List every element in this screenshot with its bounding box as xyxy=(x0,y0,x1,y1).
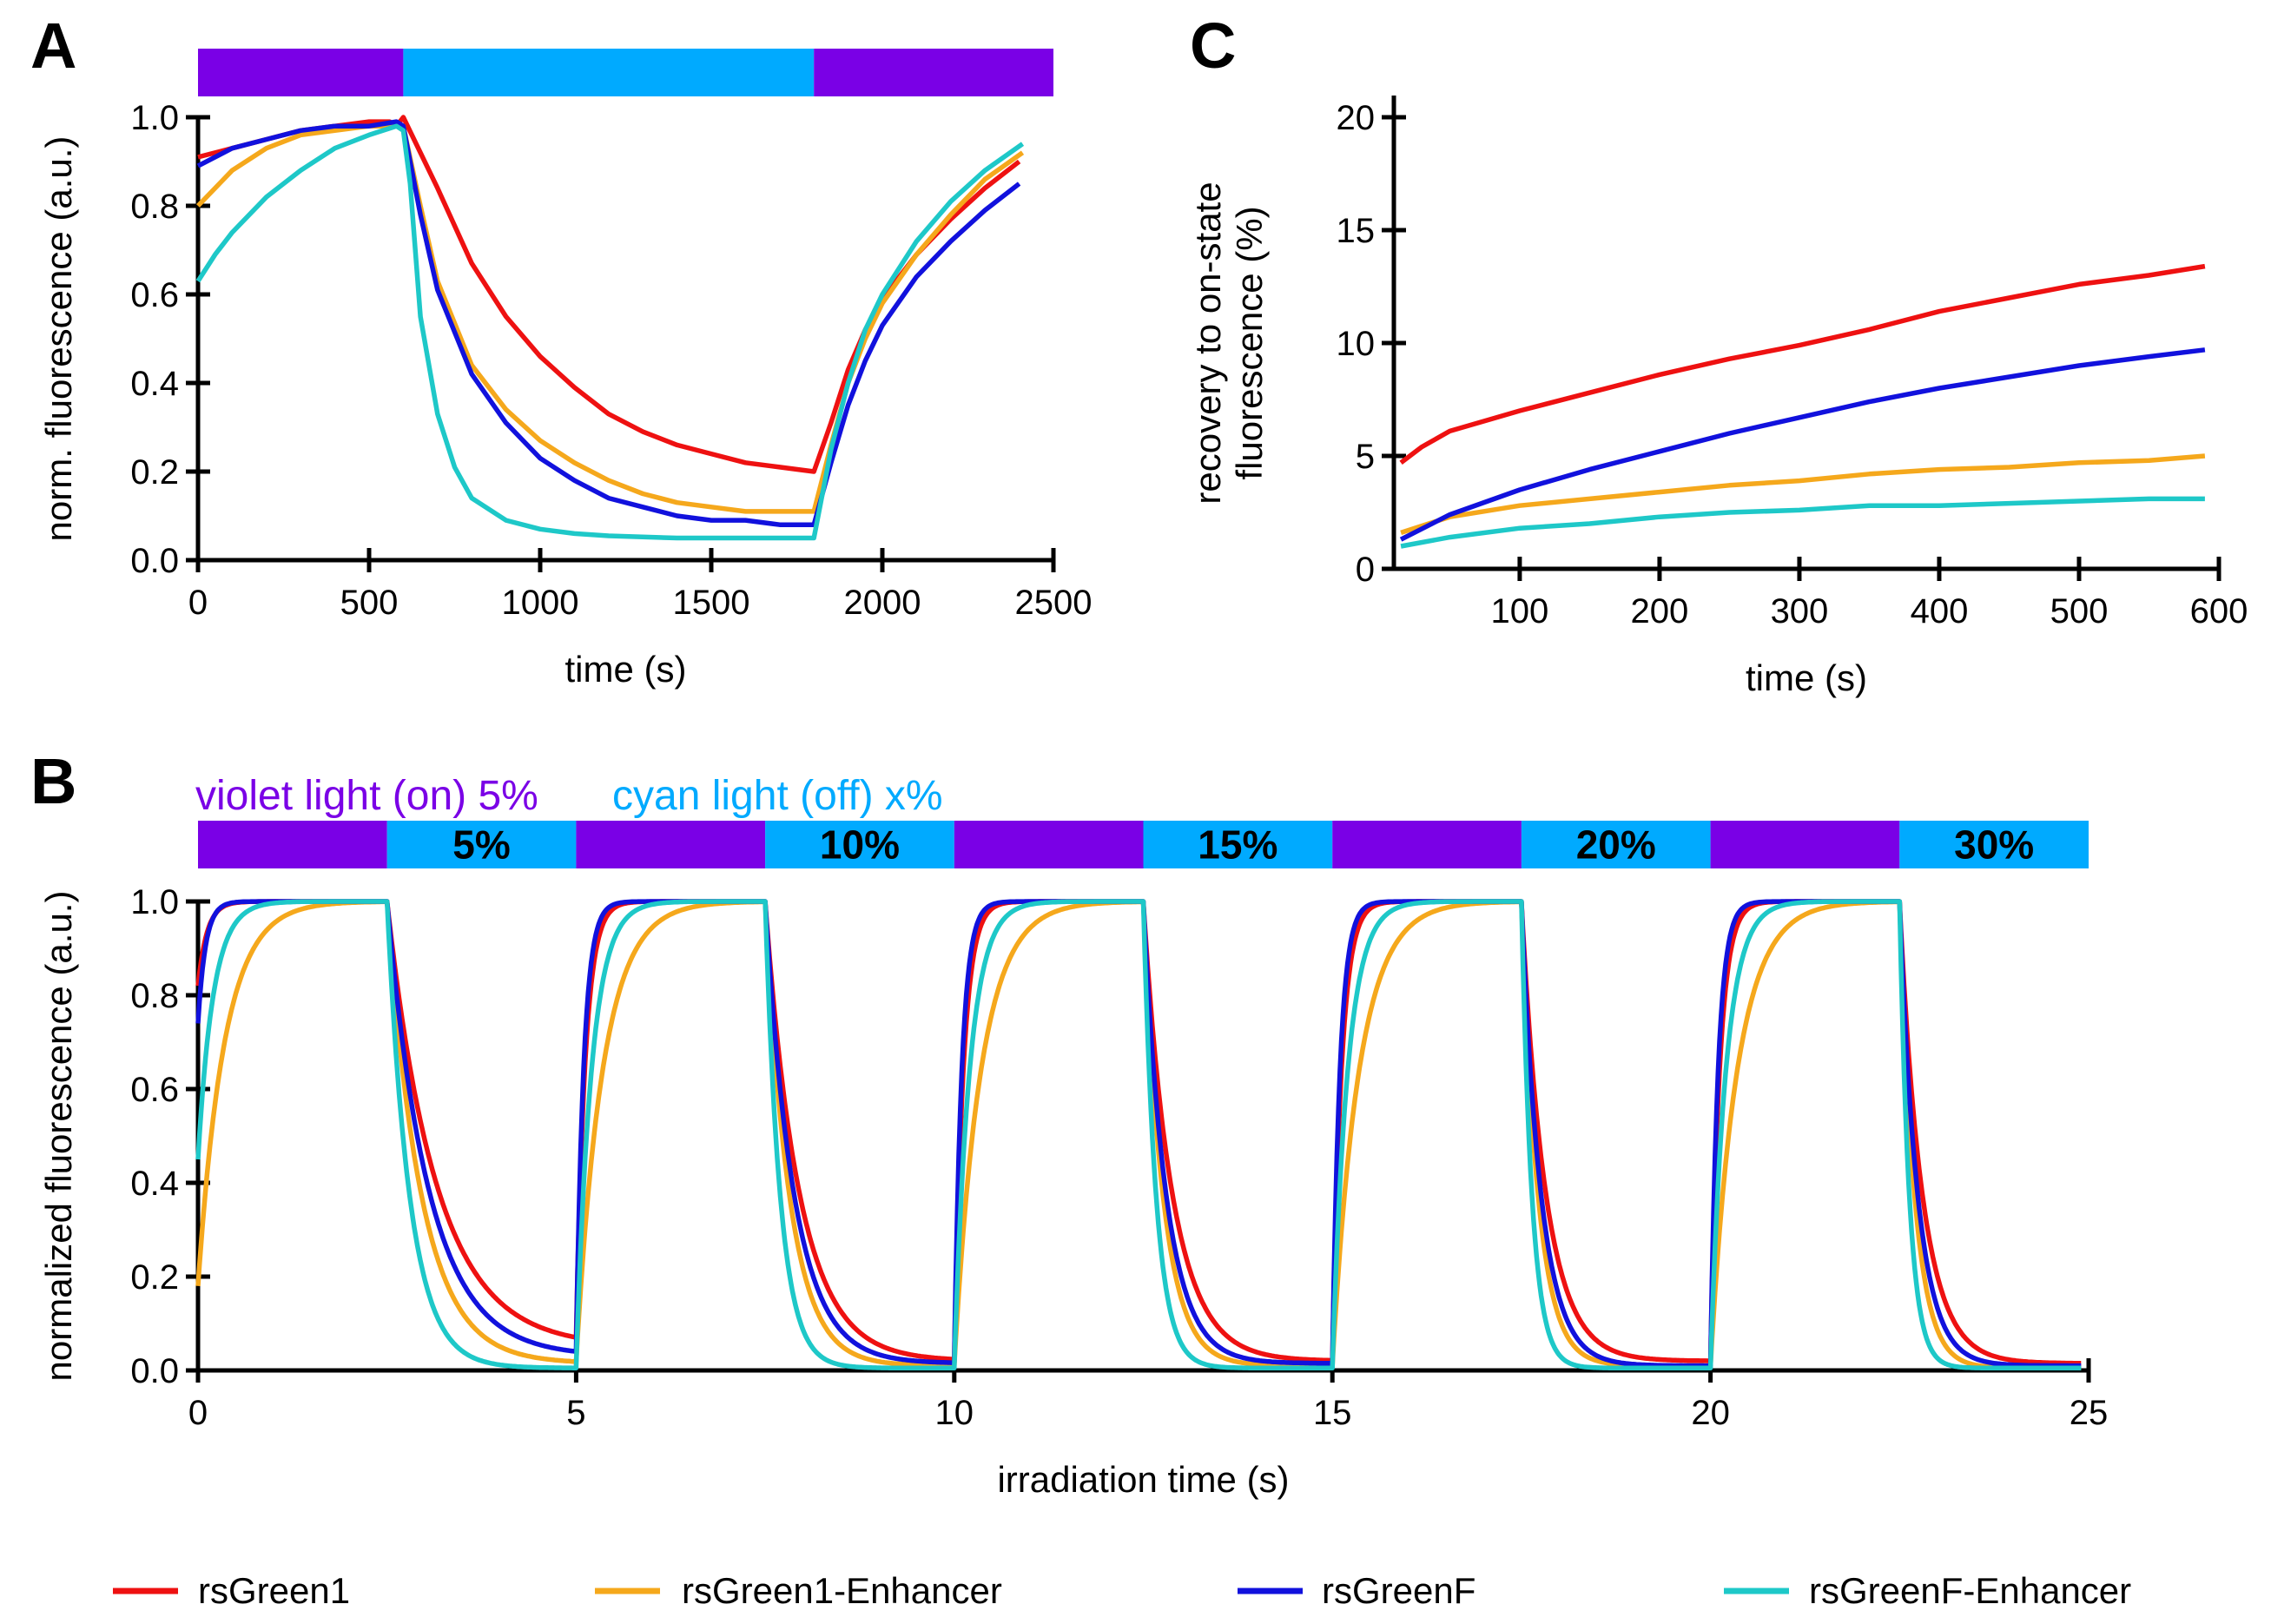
y-axis-title-c-line1: recovery to on-state xyxy=(1187,182,1228,504)
x-tick-label-b: 15 xyxy=(1313,1394,1352,1432)
illumination-violet-b xyxy=(954,821,1144,868)
y-tick-label-c: 10 xyxy=(1337,325,1376,363)
y-axis-title-a: norm. fluorescence (a.u.) xyxy=(38,136,79,542)
legend-label-rsgreenf: rsGreenF xyxy=(1322,1570,1475,1611)
x-tick-label-b: 20 xyxy=(1691,1394,1730,1432)
series-line-b-rsgreen1-enhancer xyxy=(195,899,2083,1371)
illumination-label-b: 10% xyxy=(820,822,900,868)
series-line-c-rsgreen1 xyxy=(1399,263,2206,465)
y-tick-label-c: 5 xyxy=(1356,438,1375,476)
y-tick-label-a: 0.4 xyxy=(130,365,179,403)
panel-label-b: B xyxy=(30,745,76,817)
chart-c: 100 200 300 400 500 600 0 5 10 15 20 time (s) recove… xyxy=(1187,96,2248,698)
violet-light-header: violet light (on) 5% xyxy=(195,773,538,819)
x-tick-label-a: 2500 xyxy=(1015,584,1093,622)
series-line-a-rsgreen1-enhancer xyxy=(196,123,1025,514)
series-line-c-rsgreenf xyxy=(1399,347,2206,542)
x-tick-label-b: 10 xyxy=(935,1394,974,1432)
series-line-c-rsgreen1-enhancer xyxy=(1400,453,2206,536)
legend-label-rsgreen1-enhancer: rsGreen1-Enhancer xyxy=(682,1570,1002,1611)
x-tick-label-a: 2000 xyxy=(844,584,921,622)
series-line-a-rsgreenf xyxy=(196,119,1021,527)
x-tick-label-a: 0 xyxy=(188,584,208,622)
y-axis-title-c-line2: fluorescence (%) xyxy=(1229,206,1270,479)
x-tick-label-c: 300 xyxy=(1771,592,1829,630)
illumination-label-b: 5% xyxy=(452,822,510,868)
illumination-cyan-a xyxy=(403,49,815,96)
series-line-a-rsgreenf-enhancer xyxy=(195,123,1025,541)
y-tick-label-a: 0.2 xyxy=(130,453,179,492)
x-tick-label-b: 0 xyxy=(188,1394,208,1432)
y-tick-label-b: 0.8 xyxy=(130,977,179,1015)
illumination-cyan-b xyxy=(386,821,577,868)
illumination-cyan-b xyxy=(1899,821,2089,868)
y-tick-label-b: 0.6 xyxy=(130,1071,179,1109)
legend-label-rsgreen1: rsGreen1 xyxy=(198,1570,350,1611)
y-tick-label-a: 1.0 xyxy=(130,99,179,137)
x-tick-label-b: 5 xyxy=(566,1394,585,1432)
x-tick-label-b: 25 xyxy=(2070,1394,2109,1432)
illumination-violet-a xyxy=(814,49,1053,96)
x-tick-label-a: 1000 xyxy=(502,584,579,622)
panel-label-c: C xyxy=(1190,10,1236,82)
y-tick-label-c: 0 xyxy=(1356,551,1375,589)
cyan-light-header: cyan light (off) x% xyxy=(612,773,943,819)
y-tick-label-a: 0.8 xyxy=(130,188,179,226)
illumination-violet-b xyxy=(576,821,766,868)
series-line-b-rsgreen1 xyxy=(195,899,2083,1366)
panel-label-a: A xyxy=(30,10,76,82)
illumination-violet-a xyxy=(198,49,404,96)
x-axis-title-a: time (s) xyxy=(565,649,687,690)
chart-a: 0 500 1000 1500 2000 2500 0.0 0.2 0.4 0.6 0.8 1.0 ti… xyxy=(38,49,1092,690)
x-tick-label-c: 100 xyxy=(1491,592,1549,630)
illumination-label-b: 20% xyxy=(1576,822,1656,868)
x-tick-label-c: 200 xyxy=(1631,592,1689,630)
y-tick-label-c: 20 xyxy=(1337,99,1376,137)
legend-label-rsgreenf-enhancer: rsGreenF-Enhancer xyxy=(1809,1570,2131,1611)
y-tick-label-b: 0.0 xyxy=(130,1352,179,1390)
x-tick-label-c: 400 xyxy=(1911,592,1969,630)
x-axis-title-c: time (s) xyxy=(1746,657,1867,698)
y-tick-label-b: 1.0 xyxy=(130,883,179,921)
illumination-cyan-b xyxy=(765,821,954,868)
series-line-b-rsgreenf-enhancer xyxy=(195,899,2083,1371)
x-tick-label-a: 500 xyxy=(340,584,399,622)
illumination-cyan-b xyxy=(1143,821,1333,868)
y-axis-title-b: normalized fluorescence (a.u.) xyxy=(38,891,79,1382)
y-tick-label-b: 0.2 xyxy=(130,1258,179,1297)
series-line-a-rsgreen1 xyxy=(197,115,1021,474)
x-tick-label-c: 600 xyxy=(2190,592,2248,630)
y-tick-label-c: 15 xyxy=(1337,212,1376,250)
series-line-c-rsgreenf-enhancer xyxy=(1400,496,2205,549)
illumination-violet-b xyxy=(1710,821,1900,868)
y-tick-label-b: 0.4 xyxy=(130,1165,179,1203)
illumination-label-b: 30% xyxy=(1954,822,2034,868)
y-tick-label-a: 0.0 xyxy=(130,542,179,580)
x-tick-label-c: 500 xyxy=(2050,592,2109,630)
x-tick-label-a: 1500 xyxy=(673,584,750,622)
illumination-violet-b xyxy=(1332,821,1522,868)
y-tick-label-a: 0.6 xyxy=(130,276,179,314)
chart-b: 0 5 10 15 20 25 0.0 0.2 0.4 0.6 0.8 1.0 irradiation … xyxy=(38,821,2108,1500)
series-line-b-rsgreenf xyxy=(195,899,2083,1369)
illumination-cyan-b xyxy=(1521,821,1711,868)
illumination-label-b: 15% xyxy=(1198,822,1277,868)
x-axis-title-b: irradiation time (s) xyxy=(997,1459,1289,1500)
illumination-violet-b xyxy=(198,821,387,868)
legend: rsGreen1 rsGreen1-Enhancer rsGreenF rsGr… xyxy=(113,1570,2131,1611)
